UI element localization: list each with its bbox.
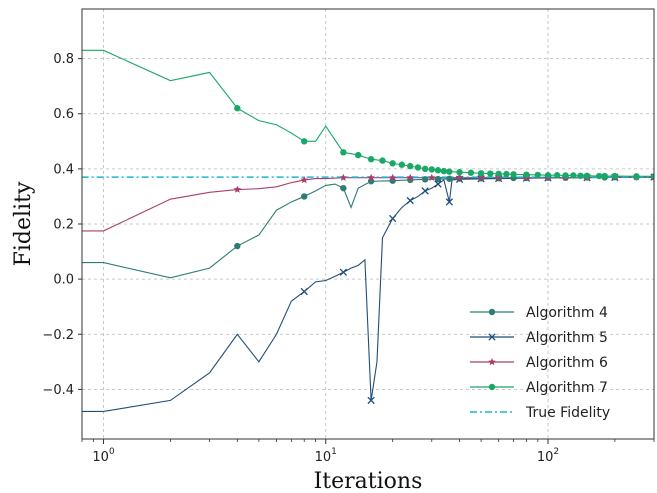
data-point	[477, 170, 485, 177]
grid	[82, 9, 654, 439]
data-point	[421, 187, 429, 195]
data-point	[611, 172, 619, 180]
data-point	[487, 170, 494, 177]
x-tick-label: 102	[537, 447, 559, 465]
data-point	[340, 149, 347, 156]
data-point	[388, 173, 397, 181]
data-point	[406, 173, 415, 181]
data-point	[553, 172, 561, 179]
data-point	[379, 157, 386, 164]
y-tick-label: −0.2	[42, 328, 74, 343]
data-point	[503, 170, 510, 178]
x-tick-label: 100	[92, 447, 115, 465]
data-point	[544, 172, 552, 179]
data-point	[367, 396, 375, 405]
legend-label: Algorithm 6	[526, 355, 608, 371]
y-tick-label: 0.6	[53, 107, 74, 122]
data-point	[340, 184, 347, 192]
data-point	[455, 173, 464, 181]
data-point	[300, 287, 308, 296]
data-point	[427, 173, 436, 181]
y-tick-label: 0.4	[53, 162, 74, 177]
data-point	[434, 180, 442, 188]
y-tick-label: 0.8	[53, 52, 74, 67]
legend-marker	[488, 383, 496, 391]
data-point	[233, 185, 242, 193]
data-point	[388, 214, 397, 223]
data-point	[367, 156, 375, 163]
legend-label: True Fidelity	[525, 405, 610, 421]
data-point	[446, 175, 453, 182]
x-tick-base: 10	[92, 450, 109, 465]
legend-marker	[488, 308, 496, 316]
data-point	[446, 168, 453, 175]
data-point	[633, 173, 640, 180]
legend-label: Algorithm 5	[526, 330, 608, 346]
data-point	[389, 160, 396, 167]
data-point	[467, 169, 475, 176]
data-point	[398, 161, 406, 168]
x-axis-title: Iterations	[314, 469, 423, 493]
data-point	[510, 171, 517, 178]
data-point	[406, 196, 414, 205]
data-point	[234, 242, 241, 250]
y-tick-label: 0.2	[53, 218, 74, 233]
data-point	[339, 173, 348, 181]
data-point	[434, 167, 442, 174]
legend-marker	[488, 358, 496, 366]
data-point	[601, 172, 608, 180]
legend-label: Algorithm 7	[526, 380, 608, 396]
x-tick-exponent: 2	[553, 447, 559, 457]
y-tick-label: −0.4	[42, 383, 74, 398]
data-point	[355, 151, 362, 159]
data-point	[570, 172, 577, 179]
x-tick-base: 10	[315, 450, 332, 465]
data-point	[434, 175, 442, 183]
x-tick-label: 101	[315, 447, 337, 465]
y-axis-title: Fidelity	[11, 181, 36, 266]
data-point	[407, 162, 414, 170]
x-tick-exponent: 1	[331, 447, 337, 457]
data-point	[234, 105, 241, 112]
data-point	[414, 164, 422, 171]
data-point	[301, 138, 308, 145]
legend: Algorithm 4 Algorithm 5 Algorithm 6 Algorit…	[470, 305, 610, 421]
data-point	[583, 172, 591, 179]
data-point	[421, 176, 429, 183]
legend-label: Algorithm 4	[526, 305, 608, 321]
data-point	[367, 173, 375, 181]
data-point	[562, 172, 569, 179]
data-point	[477, 173, 485, 181]
data-point	[440, 167, 448, 175]
x-tick-base: 10	[537, 450, 554, 465]
data-point	[523, 171, 530, 178]
marker-layer	[233, 105, 654, 405]
data-point	[456, 168, 463, 176]
legend-marker	[488, 333, 496, 341]
data-point	[650, 173, 654, 180]
data-point	[428, 166, 435, 173]
data-point	[495, 170, 502, 178]
data-point	[421, 165, 429, 173]
data-point	[300, 175, 309, 184]
x-tick-exponent: 0	[109, 447, 115, 457]
y-tick-label: 0.0	[53, 273, 74, 288]
data-point	[339, 268, 348, 276]
data-point	[445, 198, 454, 206]
data-point	[534, 171, 542, 179]
data-point	[301, 193, 308, 200]
data-point	[494, 173, 503, 181]
data-point	[577, 172, 584, 179]
data-point	[595, 172, 603, 180]
